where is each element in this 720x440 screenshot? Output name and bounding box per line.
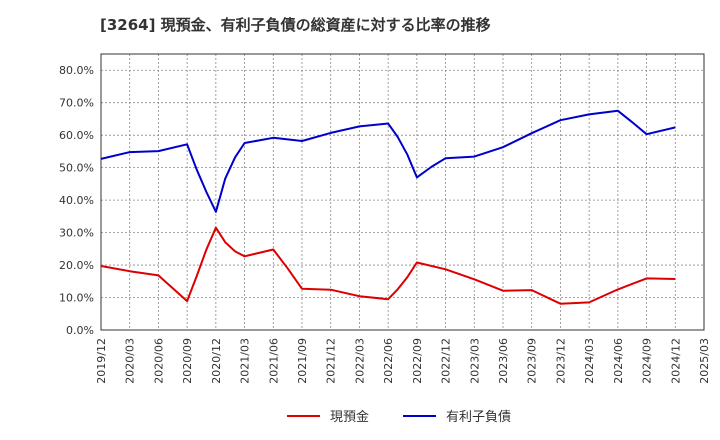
x-axis-ticks: 2019/12 2020/03 2020/06 2020/09 2020/12 2021/…	[95, 338, 711, 384]
x-tick-label: 2021/09	[296, 338, 309, 384]
x-tick-label: 2025/03	[698, 338, 711, 384]
x-tick-label: 2024/06	[612, 338, 625, 384]
x-tick-label: 2021/06	[267, 338, 280, 384]
legend-label: 現預金	[330, 409, 369, 425]
legend-label: 有利子負債	[446, 410, 511, 425]
x-tick-label: 2023/09	[526, 338, 539, 384]
x-tick-label: 2023/12	[554, 338, 567, 384]
y-tick-label: 10.0%	[59, 292, 94, 305]
x-tick-label: 2021/12	[325, 338, 338, 384]
chart-title: [3264] 現預金、有利子負債の総資産に対する比率の推移	[100, 16, 491, 34]
y-axis-ticks: 0.0% 10.0% 20.0% 30.0% 40.0% 50.0% 60.0% 70.0% 8…	[59, 64, 94, 337]
x-tick-label: 2020/03	[124, 338, 137, 384]
x-tick-label: 2020/06	[152, 338, 165, 384]
x-tick-label: 2023/03	[468, 338, 481, 384]
y-tick-label: 20.0%	[59, 259, 94, 272]
series-line-debt	[100, 109, 676, 213]
y-tick-label: 80.0%	[59, 64, 94, 77]
x-tick-label: 2020/09	[181, 338, 194, 384]
series-lines	[100, 109, 676, 305]
x-tick-label: 2024/03	[583, 338, 596, 384]
y-tick-label: 60.0%	[59, 129, 94, 142]
x-tick-label: 2022/06	[382, 338, 395, 384]
y-tick-label: 0.0%	[66, 324, 94, 337]
grid	[101, 54, 704, 330]
x-tick-label: 2022/09	[411, 338, 424, 384]
legend: 現預金 有利子負債	[287, 409, 511, 425]
y-tick-label: 70.0%	[59, 97, 94, 110]
x-tick-label: 2024/09	[641, 338, 654, 384]
y-tick-label: 50.0%	[59, 162, 94, 175]
x-tick-label: 2022/12	[440, 338, 453, 384]
y-tick-label: 30.0%	[59, 227, 94, 240]
x-tick-label: 2019/12	[95, 338, 108, 384]
x-tick-label: 2021/03	[239, 338, 252, 384]
x-tick-label: 2022/03	[353, 338, 366, 384]
plot-area-frame	[100, 53, 705, 331]
x-tick-label: 2020/12	[210, 338, 223, 384]
y-tick-label: 40.0%	[59, 194, 94, 207]
series-line-cash	[100, 226, 676, 305]
x-tick-label: 2023/06	[497, 338, 510, 384]
x-tick-label: 2024/12	[669, 338, 682, 384]
